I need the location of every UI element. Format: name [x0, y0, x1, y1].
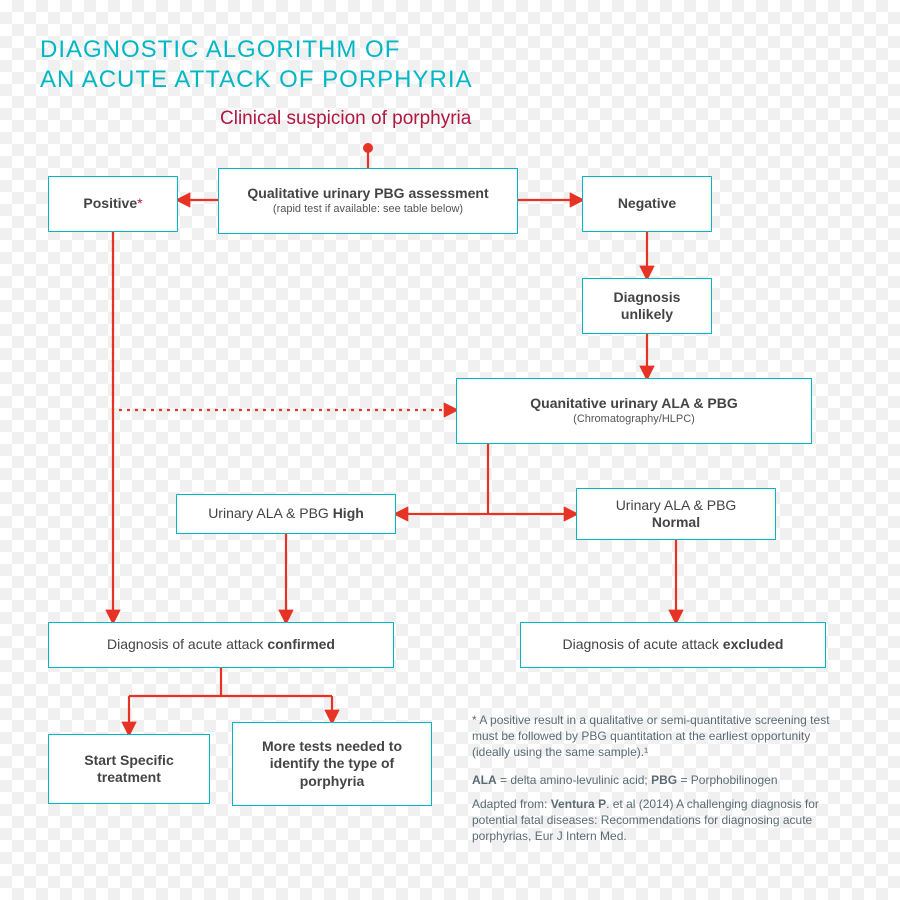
- node-unlikely: Diagnosis unlikely: [582, 278, 712, 334]
- asterisk-icon: *: [137, 195, 142, 211]
- footer-ala: ALA: [472, 773, 497, 787]
- footer-adapted-pre: Adapted from:: [472, 797, 551, 811]
- footer-adapted-b: Ventura P: [551, 797, 606, 811]
- node-unlikely-l2: unlikely: [621, 306, 673, 324]
- node-confirmed-prefix: Diagnosis of acute attack: [107, 636, 267, 652]
- node-unlikely-l1: Diagnosis: [614, 289, 681, 307]
- node-negative: Negative: [582, 176, 712, 232]
- node-pbg-sub: (rapid test if available: see table belo…: [273, 203, 463, 217]
- node-normal-l2: Normal: [652, 514, 700, 532]
- node-excluded-prefix: Diagnosis of acute attack: [562, 636, 722, 652]
- node-moretests-l1: More tests needed to: [262, 738, 402, 756]
- footer-ala-t: = delta amino-levulinic acid;: [497, 773, 651, 787]
- node-confirmed-bold: confirmed: [267, 636, 335, 652]
- node-moretests-l3: porphyria: [300, 773, 365, 791]
- node-excluded-bold: excluded: [723, 636, 784, 652]
- node-positive: Positive*: [48, 176, 178, 232]
- node-positive-label: Positive: [83, 195, 137, 211]
- footer-pbg: PBG: [651, 773, 677, 787]
- node-normal: Urinary ALA & PBG Normal: [576, 488, 776, 540]
- node-negative-label: Negative: [618, 195, 676, 213]
- node-high-prefix: Urinary ALA & PBG: [208, 505, 333, 521]
- node-pbg: Qualitative urinary PBG assessment (rapi…: [218, 168, 518, 234]
- footer-pbg-t: = Porphobilinogen: [677, 773, 777, 787]
- footer-note-2: ALA = delta amino-levulinic acid; PBG = …: [472, 772, 842, 788]
- page-title-line2: AN ACUTE ATTACK OF PORPHYRIA: [40, 66, 473, 94]
- node-treatment: Start Specific treatment: [48, 734, 210, 804]
- node-confirmed: Diagnosis of acute attack confirmed: [48, 622, 394, 668]
- node-pbg-label: Qualitative urinary PBG assessment: [247, 185, 488, 203]
- node-quant: Quanitative urinary ALA & PBG (Chromatog…: [456, 378, 812, 444]
- node-moretests: More tests needed to identify the type o…: [232, 722, 432, 806]
- node-normal-l1: Urinary ALA & PBG: [616, 497, 737, 515]
- node-high: Urinary ALA & PBG High: [176, 494, 396, 534]
- subtitle: Clinical suspicion of porphyria: [220, 108, 471, 130]
- node-treatment-l1: Start Specific: [84, 752, 173, 770]
- footer-note-1: * A positive result in a qualitative or …: [472, 712, 842, 761]
- node-quant-label: Quanitative urinary ALA & PBG: [530, 395, 737, 413]
- page-title-line1: DIAGNOSTIC ALGORITHM OF: [40, 36, 400, 64]
- node-quant-sub: (Chromatography/HLPC): [573, 413, 695, 427]
- node-treatment-l2: treatment: [97, 769, 161, 787]
- node-moretests-l2: identify the type of: [270, 755, 394, 773]
- footer-note-3: Adapted from: Ventura P. et al (2014) A …: [472, 796, 842, 845]
- node-high-bold: High: [333, 505, 364, 521]
- node-excluded: Diagnosis of acute attack excluded: [520, 622, 826, 668]
